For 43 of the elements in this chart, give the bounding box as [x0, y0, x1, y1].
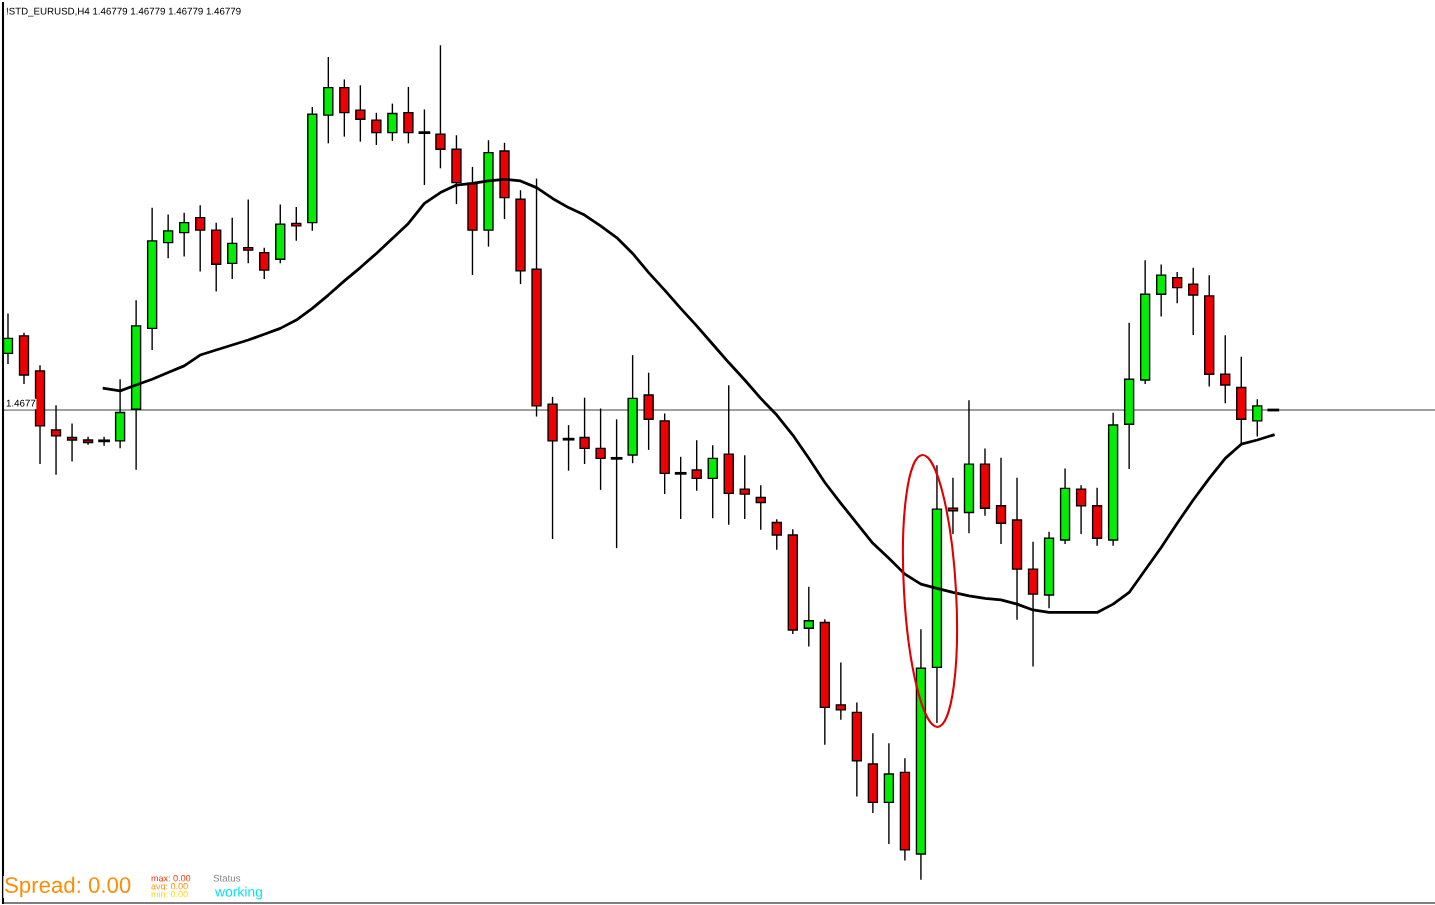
candlestick	[835, 662, 847, 720]
candlestick	[1075, 485, 1087, 535]
candlestick	[562, 425, 575, 471]
candlestick	[707, 445, 718, 519]
candlestick	[1220, 335, 1231, 404]
text: min: 0.00	[151, 890, 188, 898]
candlestick	[355, 85, 366, 142]
candlestick	[1155, 264, 1167, 317]
candlestick	[1252, 399, 1263, 437]
candlestick	[995, 457, 1007, 544]
candlestick	[691, 440, 702, 491]
candlestick	[771, 519, 782, 550]
candlestick	[1172, 271, 1183, 304]
candlestick	[403, 86, 414, 144]
candlestick	[291, 206, 302, 241]
candlestick	[435, 45, 446, 169]
candlestick	[162, 214, 174, 259]
candlestick	[803, 586, 814, 647]
candlestick	[98, 436, 110, 446]
candlestick	[227, 217, 238, 280]
candlestick	[66, 423, 78, 462]
candlestick	[947, 477, 959, 535]
text: working	[214, 886, 262, 900]
candlestick	[178, 212, 190, 257]
candlestick	[674, 456, 687, 520]
candlestick	[195, 205, 206, 272]
chart-title: !STD_EURUSD,H4 1.46779 1.46779 1.46779 1.46779	[6, 7, 241, 17]
candlestick	[755, 485, 766, 530]
candlestick	[610, 419, 623, 549]
annotation: Spread: 0.00	[5, 876, 131, 898]
candlestick	[371, 112, 382, 145]
candlestick	[595, 408, 606, 490]
candlestick	[1188, 267, 1199, 335]
candlestick	[387, 103, 398, 141]
annotation: 1.4677	[6, 399, 36, 407]
annotation: Status	[213, 874, 241, 882]
candlestick	[243, 199, 254, 264]
candlestick	[259, 247, 270, 280]
candlestick	[418, 109, 431, 185]
annotation: max: 0.00	[151, 875, 191, 882]
candlestick	[50, 405, 62, 475]
candlestick	[739, 455, 750, 520]
candlestick	[579, 397, 590, 465]
